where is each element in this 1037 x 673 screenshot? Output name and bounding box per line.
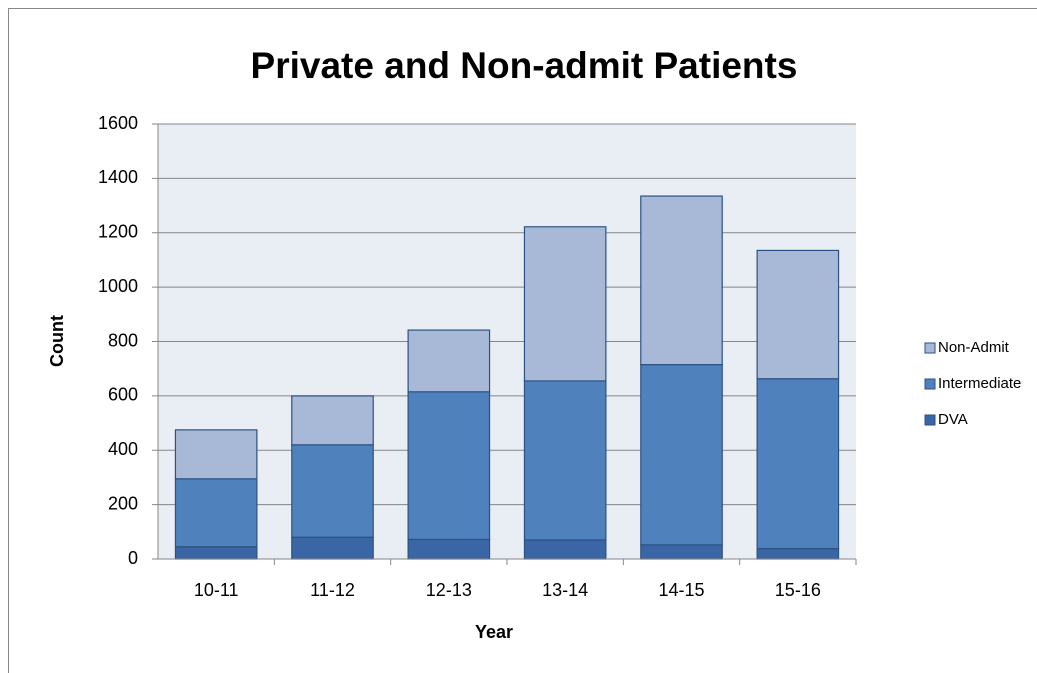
y-tick-label: 400 — [108, 439, 138, 459]
bar-segment — [640, 544, 723, 560]
bar-segment — [756, 378, 840, 550]
bar-segment — [523, 226, 607, 382]
y-tick-label: 0 — [128, 548, 138, 568]
legend-swatch — [924, 414, 936, 426]
bar-segment — [174, 429, 258, 480]
bar-segment — [407, 391, 491, 541]
bar-segment — [291, 395, 374, 446]
y-axis-title: Count — [47, 315, 67, 367]
legend-swatch — [924, 342, 936, 354]
x-tick-label: 13-14 — [542, 580, 588, 600]
y-tick-label: 1000 — [98, 276, 138, 296]
x-tick-label: 14-15 — [658, 580, 704, 600]
y-tick-label: 1400 — [98, 167, 138, 187]
legend-swatch — [924, 378, 936, 390]
y-tick-label: 600 — [108, 385, 138, 405]
bar-segment — [756, 249, 840, 380]
x-tick-label: 15-16 — [775, 580, 821, 600]
x-tick-label: 10-11 — [194, 580, 239, 600]
x-tick-label: 12-13 — [426, 580, 472, 600]
bar-segment — [640, 195, 723, 366]
y-tick-label: 200 — [108, 493, 138, 513]
bar-segment — [523, 380, 607, 541]
bar-segment — [291, 536, 374, 560]
bar-segment — [523, 539, 607, 560]
legend-label: Intermediate — [938, 375, 1021, 392]
bar-segment — [174, 546, 258, 560]
x-axis-title: Year — [475, 622, 513, 642]
chart-title: Private and Non-admit Patients — [251, 45, 798, 86]
bar-segment — [291, 444, 374, 538]
y-tick-label: 1200 — [98, 222, 138, 242]
y-tick-label: 800 — [108, 330, 138, 350]
legend-label: Non-Admit — [938, 339, 1010, 356]
bar-segment — [407, 329, 491, 393]
x-tick-label: 11-12 — [310, 580, 355, 600]
bar-segment — [756, 548, 840, 560]
bar-segment — [640, 364, 723, 546]
y-tick-label: 1600 — [98, 113, 138, 133]
bar-segment — [407, 538, 491, 560]
legend-label: DVA — [938, 411, 968, 428]
bar-segment — [174, 478, 258, 548]
